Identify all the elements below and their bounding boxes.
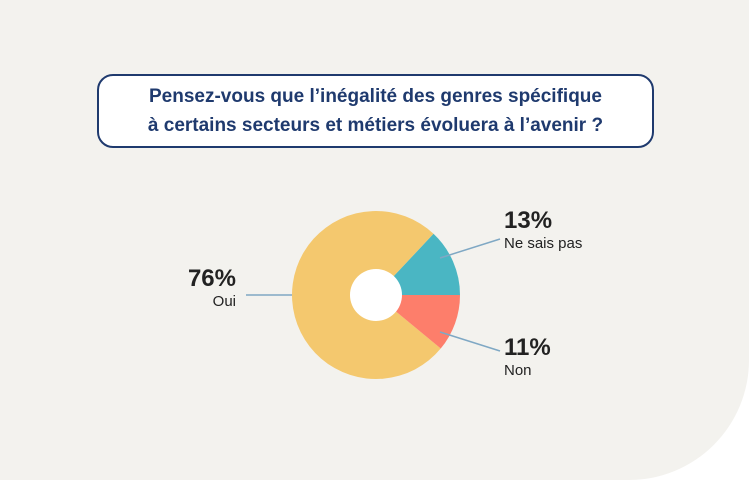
leader-line-non <box>439 331 501 352</box>
percent-ne-sais-pas: 13% <box>504 207 553 234</box>
label-non: 11% Non <box>504 334 551 380</box>
name-ne-sais-pas: Ne sais pas <box>504 235 583 252</box>
percent-non: 11% <box>504 334 551 361</box>
percent-oui: 76% <box>187 265 236 292</box>
name-oui: Oui <box>212 293 236 310</box>
label-oui: 76% Oui <box>180 265 236 311</box>
leader-line-ne-sais-pas <box>439 238 501 259</box>
label-ne-sais-pas: 13% Ne sais pas <box>504 207 582 253</box>
question-line-1: Pensez-vous que l’inégalité des genres s… <box>149 86 602 107</box>
question-box: Pensez-vous que l’inégalité des genres s… <box>97 74 654 148</box>
question-title: Pensez-vous que l’inégalité des genres s… <box>148 82 603 140</box>
question-line-2: à certains secteurs et métiers évoluera … <box>147 115 604 136</box>
donut-hole <box>350 269 402 321</box>
name-non: Non <box>504 362 532 379</box>
